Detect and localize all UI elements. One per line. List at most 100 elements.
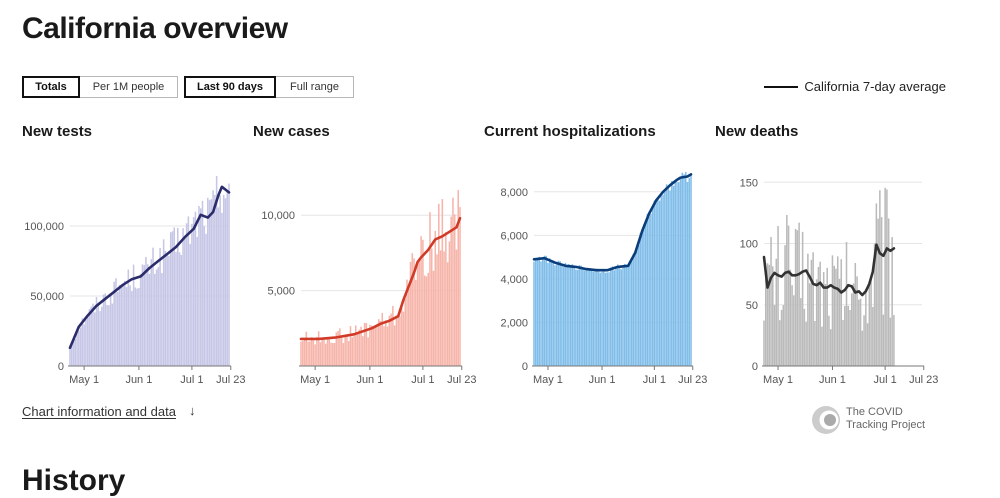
full-range-toggle-button[interactable]: Full range [276, 76, 354, 98]
current-hospitalizations-bar [618, 268, 621, 366]
new-tests-x-tick-label: Jun 1 [125, 374, 152, 386]
new-deaths-bar [817, 266, 820, 366]
new-cases-bar [441, 199, 444, 366]
current-hospitalizations-x-tick-label: Jul 1 [643, 374, 666, 386]
new-tests-bar [143, 264, 145, 366]
down-arrow-icon[interactable]: ↓ [189, 403, 196, 418]
current-hospitalizations-bar [644, 220, 647, 366]
current-hospitalizations-bar [590, 270, 593, 366]
new-tests-bar [113, 281, 115, 366]
new-tests-bar [106, 304, 108, 366]
current-hospitalizations-bar [683, 174, 685, 366]
new-tests-bar [118, 284, 121, 366]
new-tests-bar [207, 197, 209, 366]
new-cases-bar [379, 321, 382, 366]
new-deaths-bar [810, 259, 813, 366]
new-tests-bar [101, 306, 103, 366]
new-deaths-bar [764, 273, 767, 366]
current-hospitalizations-bar [543, 255, 546, 366]
new-cases-bar [328, 338, 331, 366]
new-tests-bar [138, 287, 140, 366]
current-hospitalizations-bar [627, 266, 629, 366]
new-cases-bar [372, 328, 375, 366]
current-hospitalizations-bar [559, 261, 561, 366]
new-cases-bar [436, 254, 438, 366]
current-hospitalizations-bar [564, 262, 567, 366]
new-cases-bar [349, 326, 352, 366]
new-tests-bar [145, 256, 147, 366]
new-deaths-bar [779, 320, 781, 366]
new-tests-bar [196, 236, 198, 366]
new-tests-y-tick-label: 0 [58, 361, 64, 373]
new-tests-bar [125, 287, 128, 366]
current-hospitalizations-bar [671, 180, 673, 366]
new-cases-bar [335, 332, 338, 366]
current-hospitalizations-x-tick-label: Jun 1 [589, 374, 616, 386]
new-tests-y-tick-label: 100,000 [24, 221, 64, 233]
current-hospitalizations-bar [568, 264, 570, 366]
current-hospitalizations-bar [679, 178, 682, 366]
new-deaths-bar [782, 305, 785, 366]
current-hospitalizations-x-tick-label: May 1 [533, 374, 563, 386]
new-cases-bar [317, 331, 320, 366]
new-tests-bar [217, 207, 220, 366]
new-tests-bar [189, 243, 191, 366]
current-hospitalizations-bar [592, 271, 595, 366]
current-hospitalizations-bar [547, 262, 549, 366]
new-deaths-bar [886, 189, 888, 366]
new-cases-y-tick-label: 10,000 [261, 210, 295, 222]
new-cases-bar [323, 337, 325, 366]
new-cases-bar [369, 324, 371, 366]
current-hospitalizations-y-tick-label: 6,000 [500, 230, 528, 242]
new-deaths-y-tick-label: 150 [740, 177, 758, 189]
new-tests-bar [175, 251, 177, 366]
new-deaths-bar [891, 237, 893, 366]
current-hospitalizations-bar [589, 269, 591, 366]
current-hospitalizations-bar [674, 180, 677, 366]
totals-toggle-button[interactable]: Totals [22, 76, 80, 98]
current-hospitalizations-bar [554, 265, 556, 366]
current-hospitalizations-bar [534, 259, 537, 366]
new-cases-bar [301, 341, 304, 366]
new-cases-bar [374, 327, 376, 366]
new-tests-bar [164, 250, 167, 366]
new-deaths-bar [763, 320, 765, 366]
new-tests-bar [148, 273, 151, 366]
new-deaths-bar [877, 218, 879, 366]
new-tests-bar [122, 283, 124, 366]
current-hospitalizations-bar [557, 260, 560, 366]
new-cases-x-tick-label: Jun 1 [356, 374, 383, 386]
new-tests-bar [109, 293, 112, 366]
new-cases-bar [305, 331, 308, 366]
current-hospitalizations-bar [552, 260, 554, 366]
last-90-days-toggle-button[interactable]: Last 90 days [184, 76, 276, 98]
new-deaths-bar [822, 272, 825, 366]
metric-toggle-group: Totals Per 1M people [22, 76, 178, 98]
current-hospitalizations-bar [636, 245, 638, 366]
per-million-toggle-button[interactable]: Per 1M people [80, 76, 178, 98]
new-tests-bar [226, 189, 229, 366]
current-hospitalizations-bar [587, 270, 589, 366]
new-deaths-bar [812, 252, 814, 366]
current-hospitalizations-bar [616, 264, 619, 366]
new-tests-bar [123, 280, 126, 366]
chart-information-link[interactable]: Chart information and data [22, 404, 176, 419]
new-tests-bar [78, 330, 80, 366]
new-cases-bar [445, 231, 447, 366]
new-deaths-bar [833, 265, 835, 366]
new-deaths-bar [859, 298, 862, 366]
new-cases-bar [363, 322, 366, 366]
new-cases-bar [326, 338, 329, 366]
current-hospitalizations-bar [669, 190, 671, 366]
new-tests-bar [157, 267, 160, 366]
new-tests-bar [224, 198, 227, 366]
new-deaths-y-tick-label: 100 [740, 239, 758, 251]
new-tests-bar [69, 348, 71, 366]
new-deaths-y-tick-label: 50 [746, 300, 758, 312]
current-hospitalizations-y-tick-label: 2,000 [500, 317, 528, 329]
current-hospitalizations-bar [615, 266, 617, 366]
new-deaths-bar [803, 308, 806, 366]
new-deaths-bar [814, 321, 816, 366]
new-cases-bar [418, 257, 421, 366]
current-hospitalizations-bar [632, 253, 635, 366]
